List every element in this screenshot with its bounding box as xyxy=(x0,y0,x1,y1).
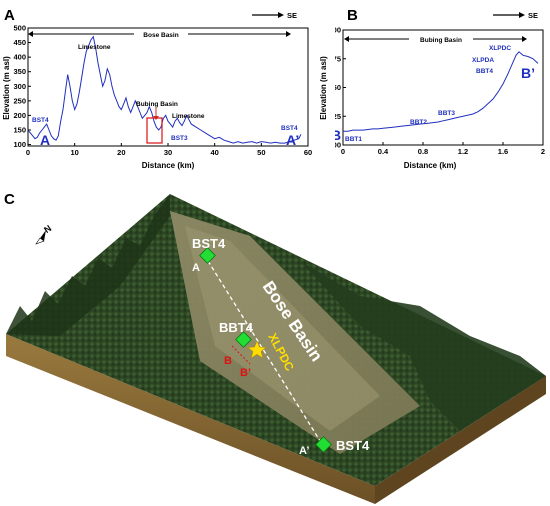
map-label-a: A xyxy=(192,262,200,274)
series-line-b xyxy=(343,51,539,132)
profile-line-a xyxy=(207,260,323,445)
basin-label-a: Bose Basin xyxy=(143,32,178,39)
plot-frame-b xyxy=(342,29,544,146)
b-xtick-label: 0.8 xyxy=(418,147,428,156)
annotation-bbt4: BBT4 xyxy=(476,68,493,75)
b-xtick-label: 2 xyxy=(541,147,545,156)
annotation-a-right: A’ xyxy=(286,132,299,148)
direction-arrow-b: SE xyxy=(493,11,538,20)
terrain-block-right-side xyxy=(375,376,546,504)
basin-extent-arrow-b: Bubing Basin xyxy=(344,34,527,44)
x-axis-b: 0 0.4 0.8 1.2 1.6 2 xyxy=(341,142,545,156)
a-ytick-label: 500 xyxy=(13,24,26,33)
marker-bst4-top-label: BST4 xyxy=(192,236,226,251)
a-xtick-label: 40 xyxy=(210,148,218,157)
panel-b-label: B xyxy=(347,7,358,24)
y-axis-label-a: Elevation (m asl) xyxy=(2,56,11,120)
b-xtick-label: 0.4 xyxy=(378,147,389,156)
panel-b-chart: B SE Bubing Basin 100 125 150 175 200 0 0.4 0.… xyxy=(335,7,545,170)
a-ytick-label: 350 xyxy=(13,67,26,76)
panel-a-chart: A SE Bose Basin 100150200250300350400450… xyxy=(2,7,312,170)
basin-label-b: Bubing Basin xyxy=(420,37,462,44)
a-ytick-label: 100 xyxy=(13,140,26,149)
marker-bst4-bottom-label: BST4 xyxy=(336,438,370,453)
a-xtick-label: 20 xyxy=(117,148,125,157)
direction-label-a: SE xyxy=(287,11,297,20)
panel-a-label: A xyxy=(4,7,15,24)
map-label-b-prime: B’ xyxy=(240,367,251,379)
annotation-limestone-2: Limestone xyxy=(172,113,205,120)
north-arrow: N xyxy=(35,223,53,245)
x-axis-a: 0 10 20 30 40 50 60 xyxy=(26,143,312,157)
series-line-a xyxy=(27,35,302,144)
a-ytick-label: 450 xyxy=(13,38,26,47)
annotation-bbt1: BBT1 xyxy=(345,136,362,143)
profile-line-b xyxy=(231,345,251,365)
y-axis-label-b-visible: Elevation (m asl) xyxy=(319,56,328,120)
a-ytick-label: 250 xyxy=(13,96,26,105)
y-axis-a: 100 150 200 250 300 350 400 450 500 xyxy=(13,24,31,149)
annotation-mid-site: BST3 xyxy=(171,135,188,142)
basin-extent-arrow-a: Bose Basin xyxy=(28,29,291,39)
marker-bbt4: BBT4 xyxy=(219,320,254,348)
north-label: N xyxy=(42,223,53,235)
valley-floor-2 xyxy=(185,226,380,431)
bubing-highlight-box xyxy=(146,117,163,144)
panel-c-label: C xyxy=(4,191,15,208)
marker-bst4-bottom: BST4 xyxy=(315,436,370,453)
b-ytick-label: 200 xyxy=(335,26,341,35)
b-xtick-label: 1.2 xyxy=(458,147,468,156)
x-axis-label-b: Distance (km) xyxy=(404,161,457,170)
a-xtick-label: 10 xyxy=(70,148,78,157)
annotation-b-left: B xyxy=(335,127,341,143)
b-ytick-label: 175 xyxy=(335,54,341,63)
annotation-limestone-1: Limestone xyxy=(78,44,111,51)
y-axis-b: 100 125 150 175 200 xyxy=(335,26,346,150)
annotation-xlpda: XLPDA xyxy=(472,57,494,64)
a-ytick-label: 200 xyxy=(13,111,26,120)
annotation-a-left: A xyxy=(40,132,50,148)
marker-bbt4-label: BBT4 xyxy=(219,320,254,335)
a-xtick-label: 60 xyxy=(304,148,312,157)
annotation-start-site: BST4 xyxy=(32,117,49,124)
marker-bst4-top: BST4 xyxy=(192,236,226,264)
a-ytick-label: 150 xyxy=(13,125,26,134)
panel-c-map: C N Bose Basin BST4 A BBT4 XLPDC B B’ BS… xyxy=(4,191,546,504)
a-xtick-label: 30 xyxy=(164,148,172,157)
b-ytick-label: 150 xyxy=(335,83,341,92)
b-xtick-label: 0 xyxy=(341,147,345,156)
terrain-block-left-side xyxy=(6,334,375,504)
panel-b-ylabel-holder: Elevation (m asl) xyxy=(319,56,328,120)
direction-arrow-a: SE xyxy=(252,11,297,20)
b-xtick-label: 1.6 xyxy=(498,147,508,156)
map-label-b: B xyxy=(224,355,232,367)
annotation-bbt3: BBT3 xyxy=(438,110,455,117)
a-ytick-label: 300 xyxy=(13,82,26,91)
direction-label-b: SE xyxy=(528,11,538,20)
annotation-bbt2: BBT2 xyxy=(410,119,427,126)
x-axis-label-a: Distance (km) xyxy=(142,161,195,170)
terrain-ridge-left xyxy=(6,194,170,336)
b-ytick-label: 100 xyxy=(335,141,341,150)
terrain-ridge-right xyxy=(300,261,546,431)
map-label-a-prime: A’ xyxy=(299,445,309,457)
a-xtick-label: 0 xyxy=(26,148,30,157)
a-ytick-label: 400 xyxy=(13,53,26,62)
annotation-xlpdc: XLPDC xyxy=(489,45,511,52)
annotation-bubing-basin: Bubing Basin xyxy=(136,101,178,108)
a-xtick-label: 50 xyxy=(257,148,265,157)
annotation-b-right: B’ xyxy=(521,65,535,81)
b-ytick-label: 125 xyxy=(335,112,341,121)
annotation-end-site: BST4 xyxy=(281,125,298,132)
